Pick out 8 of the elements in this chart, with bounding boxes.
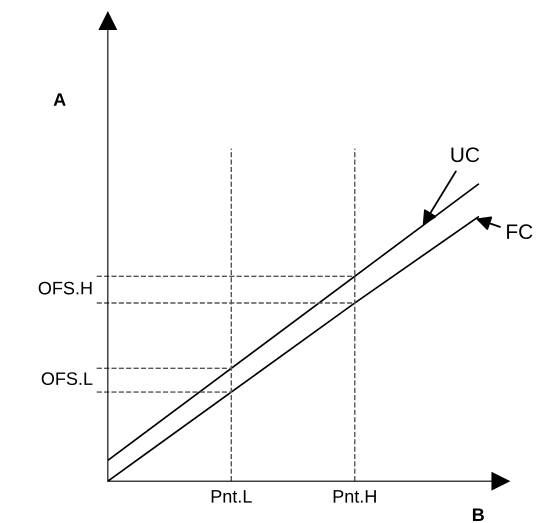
y-axis-title: A [54, 93, 66, 106]
x-tick-label: Pnt.H [334, 490, 376, 503]
series-label: UC [451, 147, 480, 162]
x-tick-label: Pnt.L [212, 490, 252, 503]
x-axis-title: B [472, 508, 484, 521]
legend-label: FC [507, 224, 532, 240]
ref-line-label: OFS.L [42, 372, 92, 386]
ref-line-label: OFS.H [38, 282, 92, 294]
